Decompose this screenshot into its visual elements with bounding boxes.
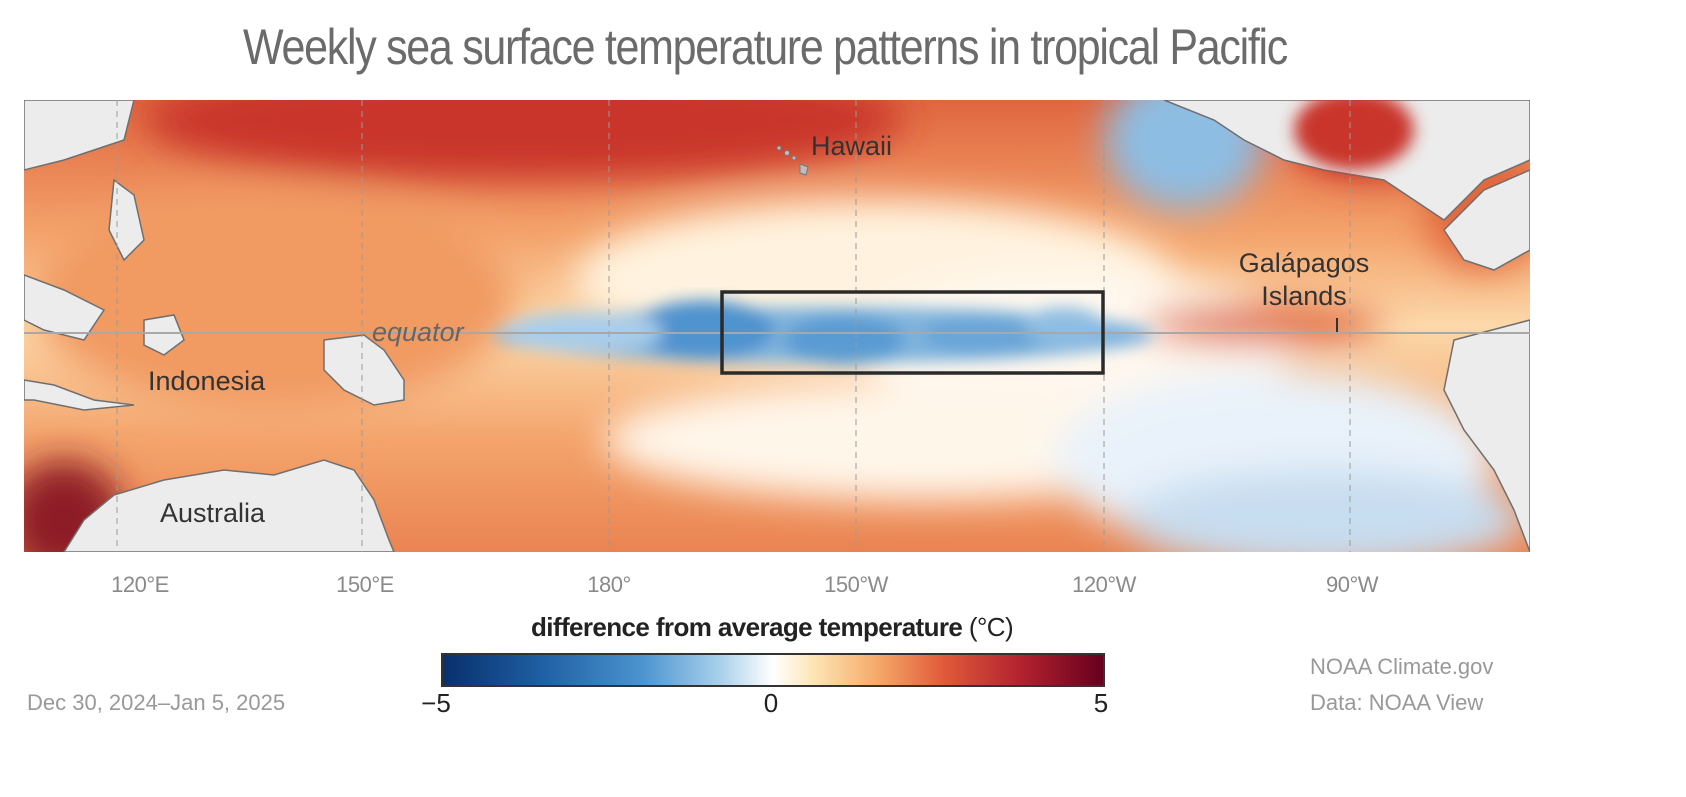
sst-anomaly-map: Hawaii Galápagos Islands equator Indones… [24, 100, 1530, 552]
label-galapagos-1: Galápagos [1239, 248, 1370, 278]
legend-mid: 0 [763, 688, 779, 718]
credit-source: NOAA Climate.gov [1310, 654, 1494, 679]
credit-data: Data: NOAA View [1310, 690, 1484, 715]
nino34-box [720, 290, 1105, 375]
tick-120e: 120°E [111, 572, 169, 597]
tick-120w: 120°W [1072, 572, 1136, 597]
gulf-warm [1294, 100, 1414, 170]
tick-180: 180° [587, 572, 631, 597]
sulawesi-landmass [143, 314, 185, 356]
sumatra-landmass [24, 274, 106, 341]
map-title: Weekly sea surface temperature patterns … [242, 19, 1288, 75]
legend-title: difference from average temperature (°C) [441, 612, 1103, 643]
label-indonesia: Indonesia [148, 366, 266, 396]
hawaii-islands [776, 145, 809, 176]
asia-landmass [24, 100, 135, 171]
cold-tongue [494, 300, 1154, 365]
new-guinea-landmass [323, 334, 405, 406]
label-hawaii: Hawaii [811, 131, 892, 161]
legend-title-text: difference from average temperature [530, 612, 963, 642]
central-america-landmass [1443, 169, 1530, 271]
date-range: Dec 30, 2024–Jan 5, 2025 [27, 690, 286, 715]
tick-150e: 150°E [336, 572, 394, 597]
label-galapagos-2: Islands [1261, 281, 1347, 311]
australia-landmass [63, 459, 395, 552]
label-equator: equator [372, 317, 465, 347]
legend-unit: (°C) [968, 612, 1014, 642]
philippines-landmass [108, 178, 145, 262]
tick-150w: 150°W [824, 572, 888, 597]
color-bar [441, 653, 1105, 687]
legend-min: −5 [421, 688, 451, 718]
south-america-landmass [1443, 319, 1530, 552]
label-australia: Australia [160, 498, 266, 528]
legend-max: 5 [1093, 688, 1109, 718]
anomaly-field [24, 100, 1530, 552]
tick-90w: 90°W [1325, 572, 1379, 597]
java-landmass [24, 379, 135, 411]
